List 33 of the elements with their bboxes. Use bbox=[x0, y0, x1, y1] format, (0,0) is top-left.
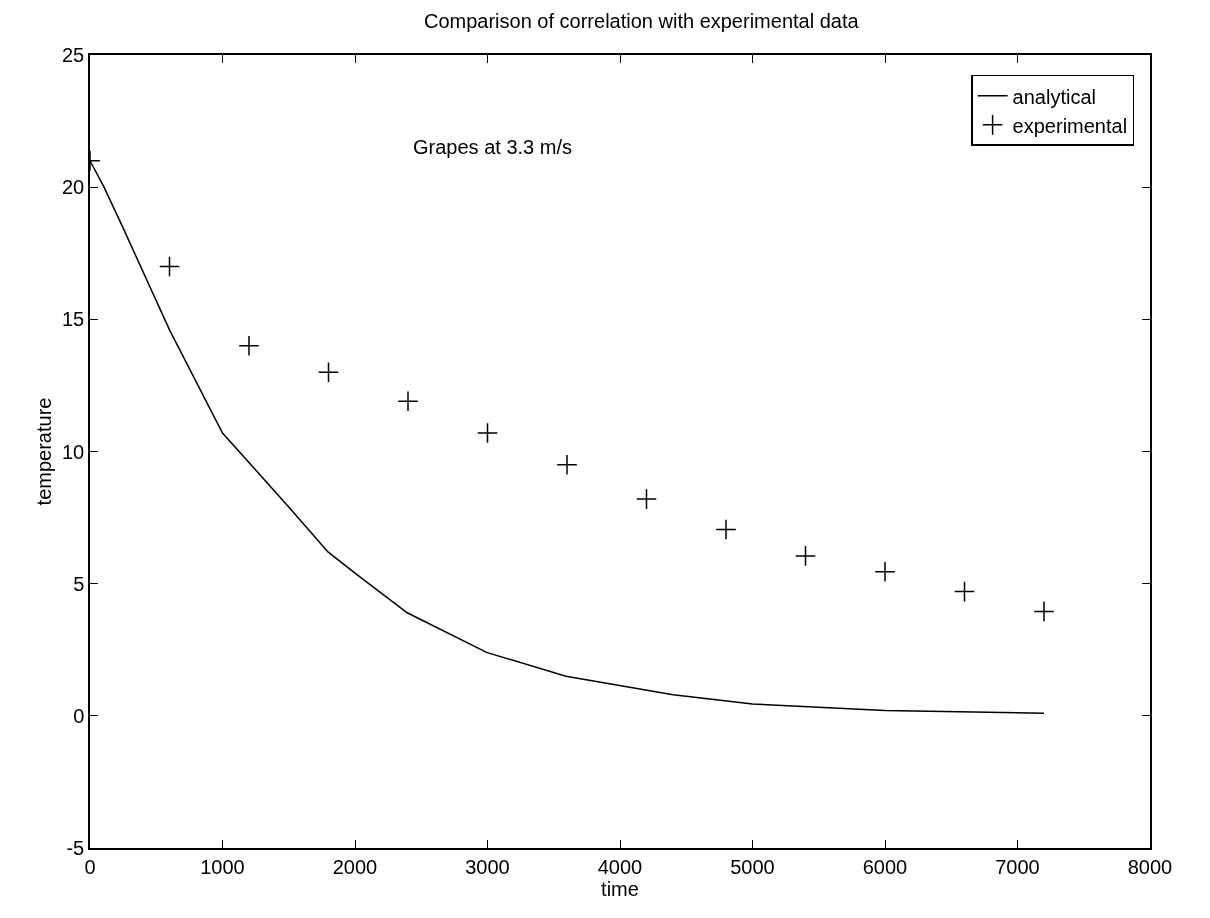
y-axis-title: temperature bbox=[33, 397, 55, 506]
x-tick-label: 5000 bbox=[730, 855, 775, 878]
y-tick-label: 5 bbox=[73, 572, 85, 595]
point bbox=[317, 361, 340, 383]
point bbox=[238, 335, 260, 357]
point bbox=[715, 518, 737, 541]
point bbox=[397, 390, 419, 412]
annotation: Grapes at 3.3 m/s bbox=[413, 136, 572, 158]
point bbox=[1033, 600, 1055, 622]
y-tick-label: 10 bbox=[62, 440, 85, 463]
y-tick-label: 0 bbox=[73, 704, 85, 727]
x-axis-title: time bbox=[601, 877, 639, 900]
x-tick-label: 1000 bbox=[200, 855, 245, 878]
point bbox=[476, 422, 499, 444]
x-tick-label: 7000 bbox=[995, 855, 1040, 878]
x-tick-label: 2000 bbox=[332, 855, 378, 878]
chart-title: Comparison of correlation with experimental data bbox=[423, 9, 860, 32]
x-tick-label: 6000 bbox=[862, 855, 908, 878]
point bbox=[158, 255, 181, 278]
point bbox=[874, 561, 896, 583]
y-tick-label: -5 bbox=[66, 837, 85, 859]
x-tick-label: 8000 bbox=[1127, 855, 1173, 878]
point bbox=[794, 545, 817, 567]
y-tick-label: 20 bbox=[62, 176, 85, 199]
point bbox=[556, 454, 578, 476]
point bbox=[635, 488, 658, 510]
legend-label: analytical bbox=[1012, 85, 1096, 108]
y-tick-label: 15 bbox=[62, 308, 85, 331]
legend-label: experimental bbox=[1012, 114, 1128, 137]
x-tick-label: 4000 bbox=[597, 855, 643, 878]
x-tick-label: 3000 bbox=[465, 855, 510, 878]
point bbox=[953, 581, 976, 603]
y-tick-label: 25 bbox=[62, 44, 85, 66]
